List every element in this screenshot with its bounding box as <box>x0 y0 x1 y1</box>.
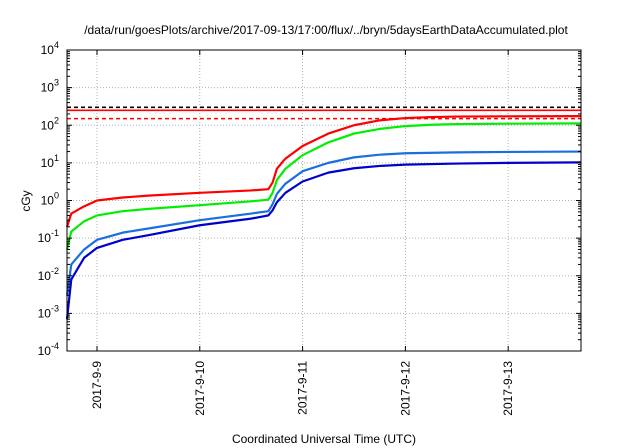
series-line <box>65 122 582 250</box>
series-lines <box>65 115 582 320</box>
y-tick-base: 10 <box>38 231 52 245</box>
threshold-lines <box>67 106 581 120</box>
y-tick-label: 100 <box>41 191 59 208</box>
y-tick-base: 10 <box>41 194 55 208</box>
x-tick-label: 2017-9-12 <box>398 361 412 416</box>
x-tick-label: 2017-9-11 <box>296 361 310 415</box>
y-tick-exponent: 1 <box>54 153 59 163</box>
y-tick-base: 10 <box>38 269 52 283</box>
y-tick-exponent: 4 <box>54 40 59 50</box>
x-axis-ticks: 2017-9-9 2017-9-10 2017-9-11 2017-9-12 2017-… <box>90 50 515 416</box>
y-tick-label: 102 <box>41 115 59 132</box>
y-tick-exponent: 0 <box>54 191 59 201</box>
x-tick-label: 2017-9-10 <box>193 361 207 416</box>
series-line <box>65 115 582 228</box>
x-tick-label: 2017-9-13 <box>501 361 515 416</box>
y-tick-label: 104 <box>41 40 59 57</box>
y-tick-exponent: -1 <box>51 228 59 238</box>
y-tick-base: 10 <box>38 306 52 320</box>
series-line <box>65 150 582 296</box>
y-tick-base: 10 <box>38 344 52 358</box>
series-line <box>65 161 582 320</box>
y-tick-base: 10 <box>41 43 55 57</box>
chart-title: /data/run/goesPlots/archive/2017-09-13/1… <box>84 23 568 37</box>
y-tick-base: 10 <box>41 156 55 170</box>
y-tick-exponent: -4 <box>51 341 59 351</box>
y-tick-exponent: -2 <box>51 266 59 276</box>
x-axis-label: Coordinated Universal Time (UTC) <box>232 432 416 446</box>
y-tick-base: 10 <box>41 118 55 132</box>
y-tick-exponent: 3 <box>54 78 59 88</box>
y-tick-exponent: 2 <box>54 115 59 125</box>
y-tick-label: 10-3 <box>38 303 59 320</box>
y-tick-base: 10 <box>41 81 55 95</box>
x-tick-label: 2017-9-9 <box>90 361 104 409</box>
y-tick-label: 103 <box>41 78 59 95</box>
plot-frame <box>66 49 582 352</box>
y-axis-label: cGy <box>19 190 33 211</box>
y-tick-label: 10-1 <box>38 228 59 245</box>
y-tick-label: 101 <box>41 153 59 170</box>
grid-lines <box>67 50 581 351</box>
y-tick-label: 10-4 <box>38 341 59 358</box>
y-tick-exponent: -3 <box>51 303 59 313</box>
y-tick-label: 10-2 <box>38 266 59 283</box>
